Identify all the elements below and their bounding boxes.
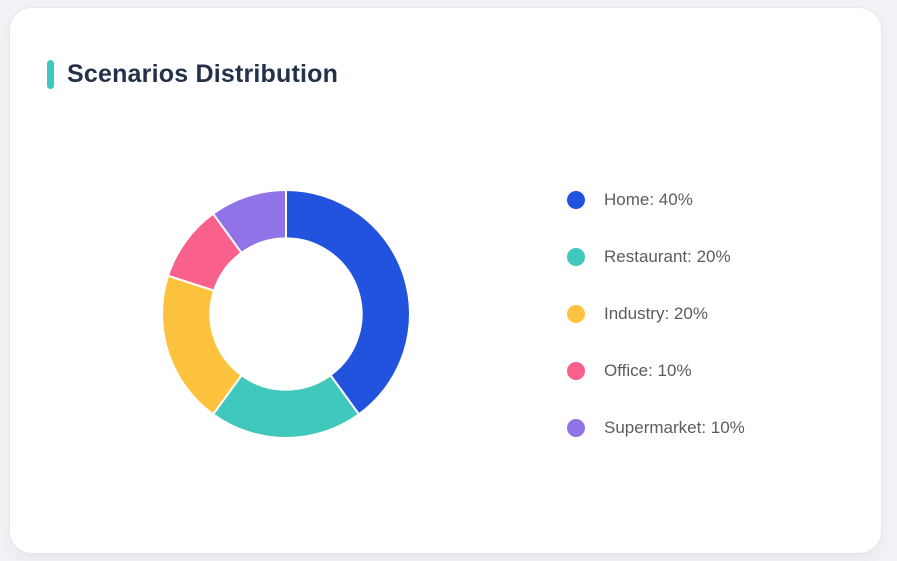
- legend-item-office[interactable]: Office: 10%: [567, 360, 745, 382]
- legend-item-supermarket[interactable]: Supermarket: 10%: [567, 417, 745, 439]
- legend-dot-restaurant: [567, 248, 585, 266]
- legend-item-restaurant[interactable]: Restaurant: 20%: [567, 246, 745, 268]
- legend-label: Restaurant: 20%: [604, 247, 731, 266]
- legend-dot-home: [567, 191, 585, 209]
- legend-dot-office: [567, 362, 585, 380]
- chart-legend: Home: 40% Restaurant: 20% Industry: 20% Off…: [567, 189, 745, 439]
- legend-dot-supermarket: [567, 419, 585, 437]
- donut-chart: [156, 184, 416, 444]
- page-title: Scenarios Distribution: [67, 60, 339, 88]
- title-accent-bar: [47, 60, 54, 89]
- donut-slice-home[interactable]: [285, 189, 411, 416]
- card-header: Scenarios Distribution: [47, 60, 338, 89]
- donut-chart-svg: [161, 189, 411, 439]
- legend-label: Supermarket: 10%: [604, 418, 745, 437]
- legend-label: Home: 40%: [604, 190, 693, 209]
- legend-item-home[interactable]: Home: 40%: [567, 189, 745, 211]
- donut-slice-supermarket[interactable]: [212, 189, 287, 254]
- legend-dot-industry: [567, 305, 585, 323]
- scenarios-distribution-card: Scenarios Distribution Home: 40% Restaura…: [10, 8, 881, 553]
- legend-label: Industry: 20%: [604, 304, 708, 323]
- legend-label: Office: 10%: [604, 361, 692, 380]
- legend-item-industry[interactable]: Industry: 20%: [567, 303, 745, 325]
